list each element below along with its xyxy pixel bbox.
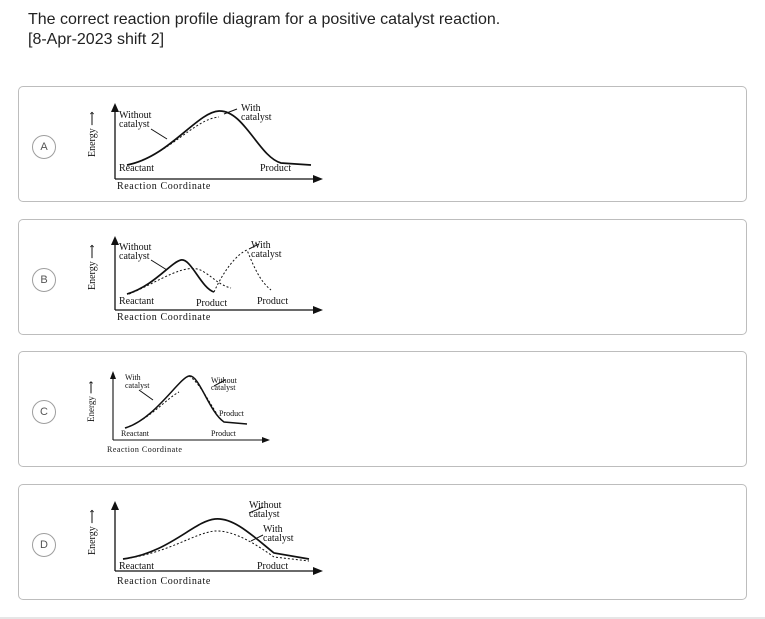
label-product: Product [260,163,291,174]
label-without-2: catalyst [119,251,150,262]
label-reactant: Reactant [119,561,154,572]
label-with-1: With [251,240,271,251]
label-without-1: Without [119,242,152,253]
x-axis-arrowhead [262,437,270,443]
x-axis-arrowhead [313,306,323,314]
x-axis-label: Reaction Coordinate [117,312,211,323]
pointer-without [150,128,168,140]
label-product-a: Product [196,298,227,309]
label-with-1: With [263,524,283,535]
curve-without-catalyst [124,391,180,429]
pointer-without [248,506,264,514]
option-a[interactable]: A Energy ⟶ Without catalyst With catalys… [18,86,747,202]
option-d[interactable]: D Energy ⟶ Without catalyst With catalys… [18,484,747,600]
pointer-without [150,259,168,271]
label-reactant: Reactant [119,163,154,174]
question-source: [8-Apr-2023 shift 2] [28,31,165,48]
option-b-diagram: Energy ⟶ Without catalyst With catalyst … [87,236,323,323]
y-axis-arrowhead [110,371,116,379]
bottom-divider [0,617,765,619]
label-with-2: catalyst [251,249,282,260]
label-without-2: catalyst [249,509,280,520]
pointer-with [138,389,154,401]
energy-axis-label: Energy ⟶ [86,381,96,422]
label-without-1: Without [211,376,238,385]
option-b-letter: B [40,274,48,286]
y-axis-arrowhead [111,236,119,245]
label-without-2: catalyst [211,383,236,392]
label-with-2: catalyst [263,533,294,544]
option-c-radio[interactable]: C [32,400,56,424]
option-b[interactable]: B Energy ⟶ Without catalyst With catalys… [18,219,747,335]
label-without-2: catalyst [119,119,150,130]
option-c[interactable]: C Energy ⟶ With catalyst Without catalys… [18,351,747,467]
label-reactant: Reactant [119,296,154,307]
x-axis-arrowhead [313,567,323,575]
curve-without-catalyst [126,110,312,166]
x-axis-label: Reaction Coordinate [117,576,211,587]
label-without-1: Without [119,110,152,121]
y-axis-arrowhead [111,501,119,510]
option-b-radio[interactable]: B [32,268,56,292]
curve-with-catalyst [122,530,310,562]
label-reactant: Reactant [121,429,150,438]
option-a-letter: A [40,141,48,153]
option-c-diagram: Energy ⟶ With catalyst Without catalyst … [86,371,270,454]
curve-with-catalyst [126,116,220,166]
pointer-with [223,108,238,115]
pointer-with [248,243,260,250]
label-product: Product [211,429,237,438]
curve-without-catalyst [122,518,310,560]
x-axis-label: Reaction Coordinate [107,445,182,454]
option-d-diagram: Energy ⟶ Without catalyst With catalyst … [87,500,323,587]
option-a-diagram: Energy ⟶ Without catalyst With catalyst … [87,103,323,192]
label-with-1: With [125,373,141,382]
label-product-mid: Product [219,409,245,418]
label-with-2: catalyst [125,381,150,390]
pointer-with [250,534,264,542]
curve-without-catalyst [126,259,215,295]
question-line: The correct reaction profile diagram for… [28,11,501,28]
pointer-without [213,379,226,387]
option-c-letter: C [40,406,48,418]
label-without-1: Without [249,500,282,511]
x-axis-label: Reaction Coordinate [117,181,211,192]
label-product-b: Product [257,296,288,307]
option-d-radio[interactable]: D [32,533,56,557]
label-with-2: catalyst [241,112,272,123]
x-axis-arrowhead [313,175,323,183]
option-a-radio[interactable]: A [32,135,56,159]
y-axis-arrowhead [111,103,119,112]
option-d-letter: D [40,539,48,551]
label-product: Product [257,561,288,572]
energy-axis-label: Energy ⟶ [87,509,98,555]
label-with-1: With [241,103,261,114]
energy-axis-label: Energy ⟶ [87,244,98,290]
curve-with-catalyst [128,268,232,295]
question-text: The correct reaction profile diagram for… [28,10,728,50]
energy-axis-label: Energy ⟶ [87,111,98,157]
